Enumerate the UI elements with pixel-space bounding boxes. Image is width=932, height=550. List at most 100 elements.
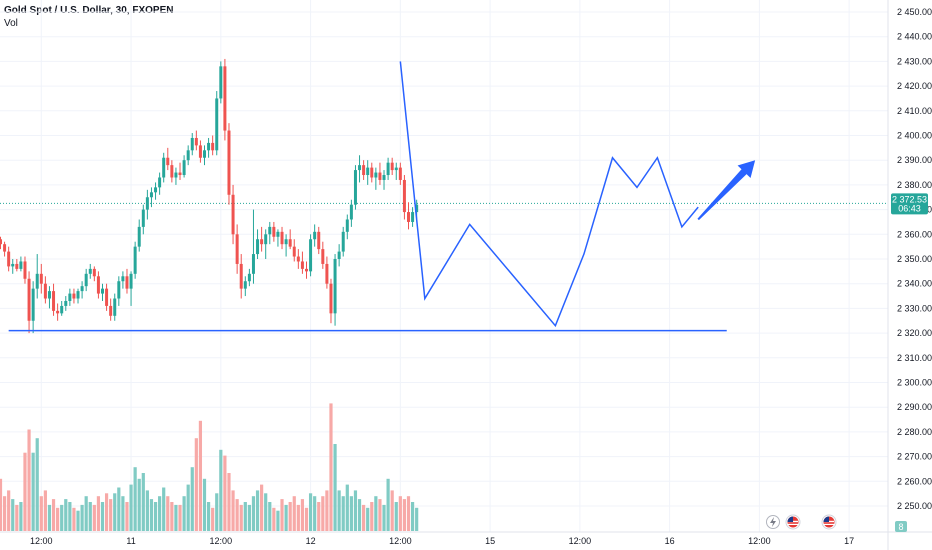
volume-bar bbox=[215, 493, 219, 531]
candle-body bbox=[345, 219, 349, 232]
candle-body bbox=[337, 251, 341, 259]
volume-bar bbox=[149, 499, 154, 531]
price-tick-label: 2 250.00 bbox=[897, 501, 932, 511]
volume-bar bbox=[410, 502, 415, 531]
volume-bar bbox=[329, 403, 333, 531]
price-tag-countdown: 06:43 bbox=[898, 203, 921, 213]
volume-bar bbox=[202, 478, 207, 531]
candle-body bbox=[145, 197, 149, 210]
candle-body bbox=[203, 150, 206, 158]
volume-bar bbox=[247, 504, 251, 531]
candle-body bbox=[125, 276, 129, 289]
price-tick-label: 2 290.00 bbox=[897, 402, 932, 412]
candle-body bbox=[349, 204, 353, 220]
price-tick-label: 2 360.00 bbox=[897, 229, 932, 239]
candle-body bbox=[190, 137, 194, 151]
zigzag-pattern bbox=[399, 61, 699, 328]
candle-body bbox=[96, 276, 100, 294]
volume-bar bbox=[0, 478, 3, 531]
volume-bar bbox=[145, 490, 149, 531]
price-tick-label: 2 400.00 bbox=[897, 131, 932, 141]
volume-bar bbox=[255, 490, 260, 531]
volume-bar bbox=[313, 496, 317, 531]
volume-bar bbox=[300, 499, 305, 531]
price-tick-label: 2 320.00 bbox=[897, 328, 932, 338]
candle-body bbox=[182, 160, 186, 176]
candle-body bbox=[211, 142, 215, 151]
candle-body bbox=[113, 298, 117, 316]
candle-body bbox=[162, 157, 166, 178]
volume-bar bbox=[174, 504, 178, 531]
flag-us-icon[interactable] bbox=[785, 514, 801, 530]
volume-bar bbox=[133, 467, 137, 531]
price-axis[interactable]: 2 450.00 2 440.00 2 430.00 2 420.00 2 410.00… bbox=[897, 7, 932, 511]
volume-bar bbox=[219, 449, 223, 531]
candle-body bbox=[223, 66, 227, 131]
volume-bar bbox=[117, 487, 121, 531]
volume-bar bbox=[243, 502, 247, 531]
volume-bar bbox=[415, 507, 419, 531]
candle-body bbox=[129, 273, 133, 289]
volume-bar bbox=[84, 496, 88, 531]
candle-body bbox=[80, 286, 84, 292]
volume-bar bbox=[31, 452, 35, 531]
candle-body bbox=[415, 204, 419, 213]
volume-tag-value: 8 bbox=[898, 522, 903, 532]
candle-body bbox=[313, 231, 317, 240]
volume-bar bbox=[198, 420, 203, 531]
candle-body bbox=[219, 66, 223, 99]
volume-bar bbox=[231, 490, 235, 531]
volume-bar bbox=[153, 502, 158, 531]
volume-bar bbox=[68, 502, 72, 531]
candle-body bbox=[272, 226, 276, 237]
volume-bar bbox=[321, 496, 325, 531]
flag-stripe bbox=[824, 523, 834, 525]
volume-bar bbox=[390, 490, 394, 531]
volume-bar bbox=[11, 499, 15, 531]
candle-body bbox=[52, 291, 56, 311]
forecast-arrow bbox=[697, 160, 756, 221]
candle-body bbox=[19, 261, 23, 269]
volume-bar bbox=[76, 510, 80, 531]
price-tick-label: 2 380.00 bbox=[897, 180, 932, 190]
volume-bar bbox=[235, 499, 239, 531]
price-tick-label: 2 340.00 bbox=[897, 279, 932, 289]
candle-body bbox=[101, 288, 104, 294]
volume-label: Vol bbox=[4, 18, 18, 29]
lightning-icon[interactable] bbox=[766, 515, 780, 529]
volume-bar bbox=[402, 499, 407, 531]
volume-bar bbox=[19, 502, 23, 531]
volume-bar bbox=[7, 490, 11, 531]
candle-body bbox=[309, 239, 313, 272]
volume-bar bbox=[251, 496, 256, 531]
volume-bar bbox=[272, 507, 276, 531]
candle-body bbox=[207, 142, 211, 151]
candle-body bbox=[378, 172, 382, 180]
flag-us-icon[interactable] bbox=[821, 514, 837, 530]
candle-body bbox=[300, 261, 304, 269]
volume-bar bbox=[260, 484, 264, 531]
candle-body bbox=[215, 98, 219, 151]
time-axis[interactable]: 12:00 11 12:00 12 12:00 15 12:00 16 12:00 17 bbox=[30, 536, 854, 546]
volume-bar bbox=[80, 504, 84, 531]
volume-bar bbox=[60, 504, 64, 531]
volume-bar bbox=[166, 496, 170, 531]
time-tick-label: 15 bbox=[485, 536, 495, 546]
candle-body bbox=[117, 281, 121, 299]
volume-bar bbox=[337, 490, 341, 531]
candle-body bbox=[166, 157, 170, 166]
volume-bar bbox=[280, 499, 284, 531]
volume-bar bbox=[288, 502, 292, 531]
candle-body bbox=[158, 177, 162, 188]
event-icons[interactable] bbox=[766, 514, 837, 530]
candle-body bbox=[280, 231, 284, 245]
candle-body bbox=[411, 212, 415, 222]
volume-bar bbox=[15, 504, 19, 531]
volume-bar bbox=[292, 496, 296, 531]
volume-bar bbox=[129, 484, 133, 531]
flag-stripe bbox=[788, 523, 798, 525]
volume-bar bbox=[182, 496, 186, 531]
volume-bar bbox=[121, 496, 125, 531]
candle-body bbox=[149, 192, 153, 198]
